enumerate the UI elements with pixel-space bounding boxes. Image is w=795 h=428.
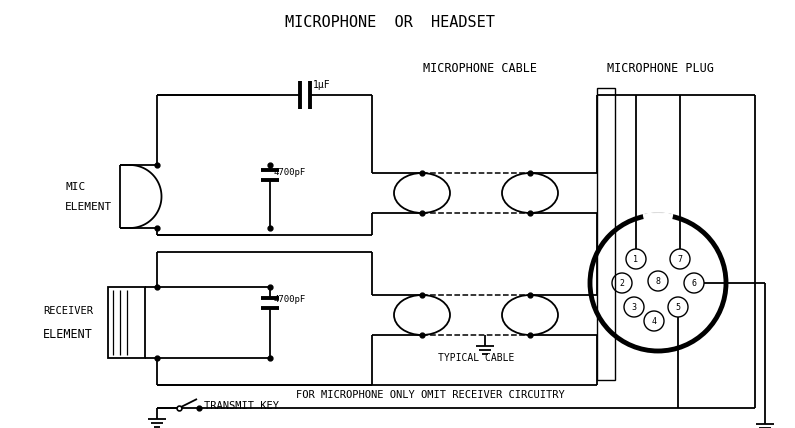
Text: 4700pF: 4700pF	[274, 167, 306, 176]
Bar	[597, 88, 615, 380]
Text: TYPICAL CABLE: TYPICAL CABLE	[438, 353, 514, 363]
Text: FOR MICROPHONE ONLY OMIT RECEIVER CIRCUITRY: FOR MICROPHONE ONLY OMIT RECEIVER CIRCUI…	[296, 390, 564, 400]
Text: 4: 4	[651, 316, 657, 326]
Text: MIC: MIC	[65, 181, 85, 191]
Text: MICROPHONE CABLE: MICROPHONE CABLE	[423, 62, 537, 75]
Text: 2: 2	[619, 279, 625, 288]
Text: ELEMENT: ELEMENT	[65, 202, 112, 211]
Text: 1μF: 1μF	[313, 80, 331, 90]
Text: 5: 5	[676, 303, 681, 312]
Text: 3: 3	[631, 303, 637, 312]
Text: MICROPHONE PLUG: MICROPHONE PLUG	[607, 62, 713, 75]
Text: 1: 1	[634, 255, 638, 264]
Wedge shape	[643, 213, 673, 232]
Text: TRANSMIT KEY: TRANSMIT KEY	[204, 401, 279, 411]
Text: 4700pF: 4700pF	[274, 295, 306, 304]
Text: MICROPHONE  OR  HEADSET: MICROPHONE OR HEADSET	[285, 15, 495, 30]
Text: 8: 8	[656, 276, 661, 285]
Text: ELEMENT: ELEMENT	[43, 328, 93, 341]
Text: 6: 6	[692, 279, 696, 288]
Bar	[108, 287, 145, 358]
Text: RECEIVER: RECEIVER	[43, 306, 93, 315]
Text: 7: 7	[677, 255, 682, 264]
